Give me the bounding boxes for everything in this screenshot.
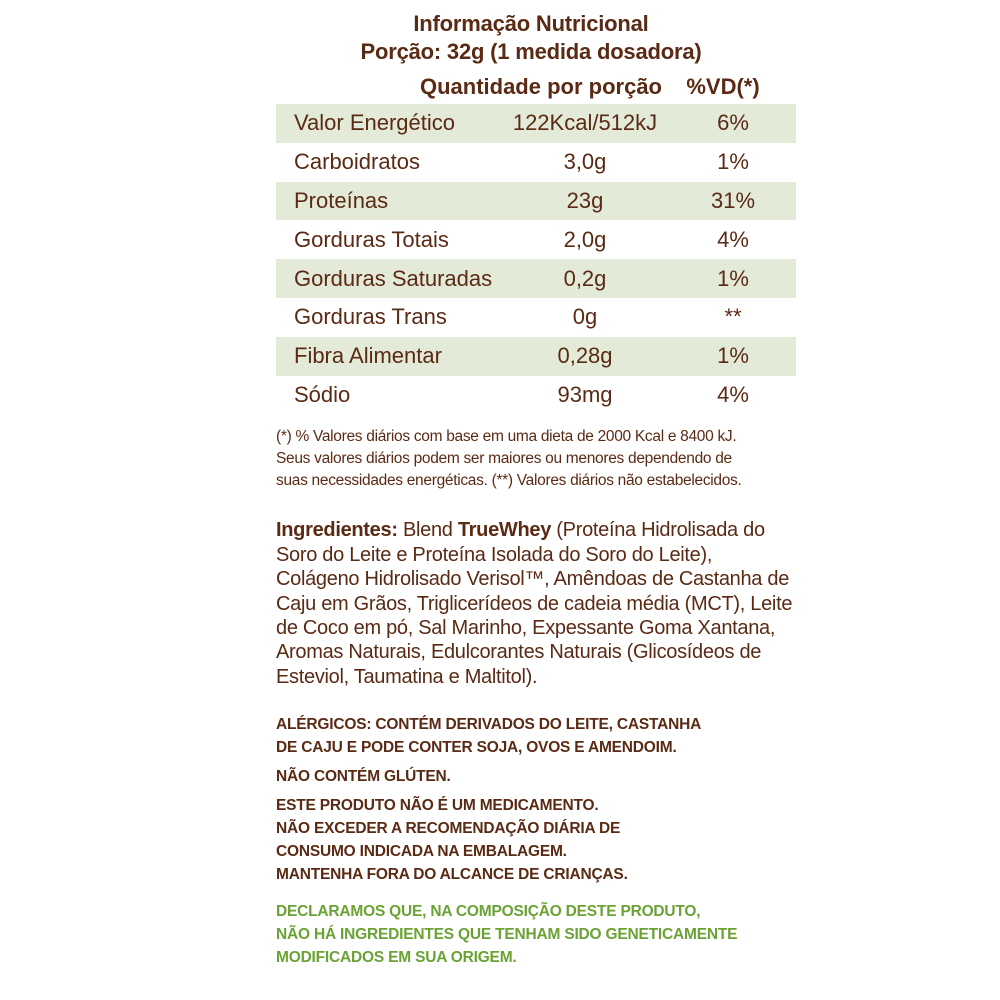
column-header-vd: %VD(*) — [686, 74, 760, 99]
medicine-line: ESTE PRODUTO NÃO É UM MEDICAMENTO. — [276, 797, 599, 815]
nutrient-quantity: 0g — [572, 304, 598, 330]
table-row: Gorduras Saturadas 0,2g 1% — [276, 259, 796, 298]
brand-name: TrueWhey — [457, 519, 552, 542]
nutrient-vd: 4% — [717, 226, 749, 252]
medicine-warning: ESTE PRODUTO NÃO É UM MEDICAMENTO. NÃO E… — [276, 794, 796, 886]
medicine-line: NÃO EXCEDER A RECOMENDAÇÃO DIÁRIA DE — [276, 820, 621, 838]
nutrition-label: Informação Nutricional Porção: 32g (1 me… — [276, 0, 796, 969]
nutrient-name: Sódio — [294, 381, 351, 407]
table-row: Gorduras Totais 2,0g 4% — [276, 220, 796, 259]
label-title: Informação Nutricional — [413, 11, 649, 36]
table-row: Sódio 93mg 4% — [276, 376, 796, 415]
footnote-line: (*) % Valores diários com base em uma di… — [276, 428, 737, 446]
nutrient-quantity: 2,0g — [563, 226, 607, 252]
table-header: Quantidade por porção %VD(*) — [276, 70, 796, 104]
nutrient-vd: 1% — [717, 149, 749, 175]
allergens-warning: ALÉRGICOS: CONTÉM DERIVADOS DO LEITE, CA… — [276, 713, 796, 759]
nutrient-vd: 6% — [717, 110, 749, 136]
nutrient-quantity: 3,0g — [563, 149, 607, 175]
table-row: Proteínas 23g 31% — [276, 181, 796, 221]
medicine-line: MANTENHA FORA DO ALCANCE DE CRIANÇAS. — [276, 866, 628, 884]
gmo-line: NÃO HÁ INGREDIENTES QUE TENHAM SIDO GENE… — [276, 926, 738, 944]
nutrient-name: Valor Energético — [294, 110, 456, 136]
nutrient-name: Fibra Alimentar — [294, 343, 442, 369]
table-row: Valor Energético 122Kcal/512kJ 6% — [276, 104, 796, 143]
nutrient-quantity: 93mg — [557, 381, 613, 407]
column-header-quantity: Quantidade por porção — [419, 74, 662, 99]
portion-size: Porção: 32g (1 medida dosadora) — [360, 39, 702, 64]
nutrient-vd: ** — [724, 304, 742, 330]
table-row: Carboidratos 3,0g 1% — [276, 143, 796, 182]
allergens-line: DE CAJU E PODE CONTER SOJA, OVOS E AMEND… — [276, 739, 677, 757]
ingredients-blend-prefix: Blend — [397, 519, 458, 542]
footnote-line: Seus valores diários podem ser maiores o… — [276, 450, 732, 468]
nutrient-quantity: 0,28g — [557, 343, 613, 369]
nutrient-name: Gorduras Trans — [294, 304, 447, 330]
gluten-warning: NÃO CONTÉM GLÚTEN. — [276, 768, 451, 786]
nutrient-vd: 1% — [717, 265, 749, 291]
nutrient-name: Gorduras Totais — [294, 226, 449, 252]
gmo-line: MODIFICADOS EM SUA ORIGEM. — [276, 949, 517, 967]
warnings-block: ALÉRGICOS: CONTÉM DERIVADOS DO LEITE, CA… — [276, 713, 796, 886]
ingredients-label: Ingredientes: — [276, 519, 398, 542]
nutrient-quantity: 122Kcal/512kJ — [512, 110, 658, 136]
ingredients-paragraph: Ingredientes: Blend TrueWhey (Proteína H… — [276, 518, 796, 689]
daily-values-footnote: (*) % Valores diários com base em uma di… — [276, 426, 796, 492]
gmo-line: DECLARAMOS QUE, NA COMPOSIÇÃO DESTE PROD… — [276, 903, 701, 921]
medicine-line: CONSUMO INDICADA NA EMBALAGEM. — [276, 843, 567, 861]
label-title-block: Informação Nutricional Porção: 32g (1 me… — [266, 10, 796, 66]
nutrient-quantity: 23g — [566, 187, 604, 213]
ingredients-text: (Proteína Hidrolisada do Soro do Leite e… — [276, 519, 793, 688]
gmo-declaration: DECLARAMOS QUE, NA COMPOSIÇÃO DESTE PROD… — [276, 900, 796, 969]
nutrient-vd: 31% — [710, 187, 756, 213]
nutrient-quantity: 0,2g — [563, 265, 607, 291]
nutrient-name: Gorduras Saturadas — [294, 265, 493, 291]
nutrient-vd: 1% — [717, 343, 749, 369]
table-row: Gorduras Trans 0g ** — [276, 298, 796, 337]
footnote-line: suas necessidades energéticas. (**) Valo… — [276, 472, 742, 490]
table-row: Fibra Alimentar 0,28g 1% — [276, 336, 796, 376]
nutrient-name: Proteínas — [294, 187, 389, 213]
nutrient-vd: 4% — [717, 381, 749, 407]
allergens-line: ALÉRGICOS: CONTÉM DERIVADOS DO LEITE, CA… — [276, 716, 702, 734]
nutrition-table: Valor Energético 122Kcal/512kJ 6% Carboi… — [276, 104, 796, 414]
nutrient-name: Carboidratos — [294, 149, 420, 175]
